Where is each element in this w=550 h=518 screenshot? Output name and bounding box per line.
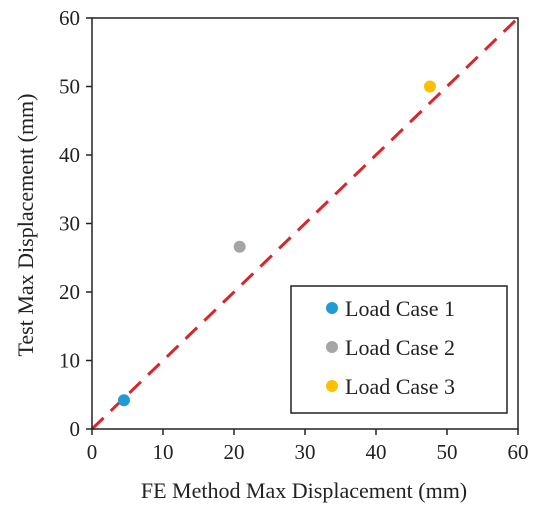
legend-label-load-case-2: Load Case 2: [345, 335, 455, 360]
x-tick-label: 50: [437, 440, 458, 464]
x-tick-label: 10: [153, 440, 174, 464]
y-tick-label: 10: [59, 349, 80, 373]
legend-label-load-case-1: Load Case 1: [345, 296, 455, 321]
legend-label-load-case-3: Load Case 3: [345, 374, 455, 399]
identity-reference-line: [90, 16, 520, 431]
y-axis-ticks: 0 10 20 30 40 50 60: [59, 6, 92, 441]
x-tick-label: 30: [295, 440, 316, 464]
legend-marker-load-case-1: [326, 302, 338, 314]
y-axis-title: Test Max Displacement (mm): [13, 93, 38, 356]
y-tick-label: 60: [59, 6, 80, 30]
y-tick-label: 50: [59, 75, 80, 99]
x-tick-label: 20: [224, 440, 245, 464]
y-tick-label: 30: [59, 212, 80, 236]
legend-marker-load-case-3: [326, 380, 338, 392]
y-tick-label: 0: [70, 417, 81, 441]
data-points: [117, 80, 436, 407]
x-axis-title: FE Method Max Displacement (mm): [141, 478, 467, 503]
y-tick-label: 40: [59, 143, 80, 167]
x-tick-label: 0: [87, 440, 98, 464]
x-axis-ticks: 0 10 20 30 40 50 60: [87, 429, 529, 464]
data-point-load-case-1: [117, 394, 130, 407]
plot-area-frame: [91, 17, 519, 430]
legend: Load Case 1 Load Case 2 Load Case 3: [290, 285, 508, 414]
legend-marker-load-case-2: [326, 341, 338, 353]
data-point-load-case-3: [423, 80, 436, 93]
data-point-load-case-2: [233, 240, 246, 253]
y-tick-label: 20: [59, 280, 80, 304]
x-tick-label: 60: [508, 440, 529, 464]
x-tick-label: 40: [366, 440, 387, 464]
